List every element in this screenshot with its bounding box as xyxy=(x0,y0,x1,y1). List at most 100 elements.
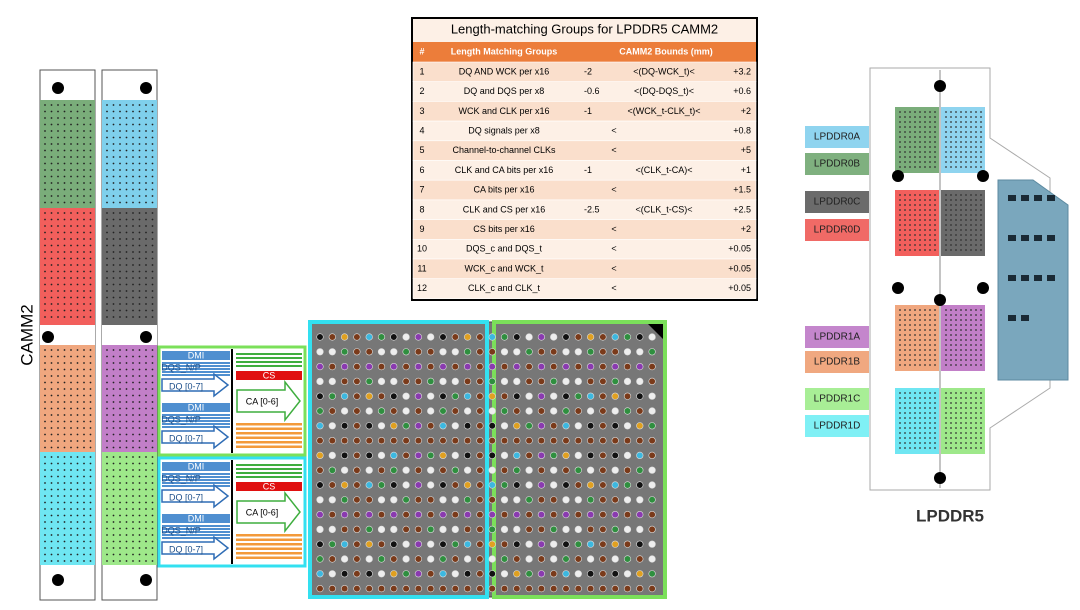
ball xyxy=(611,407,619,415)
dot xyxy=(76,407,79,410)
dot xyxy=(50,469,53,471)
ball xyxy=(562,481,570,489)
ball xyxy=(390,407,398,415)
ball xyxy=(365,481,373,489)
dot xyxy=(112,349,115,351)
lpddr-label-box xyxy=(805,388,869,410)
dot xyxy=(138,433,141,436)
dot xyxy=(125,296,128,299)
dot xyxy=(955,204,957,206)
dot xyxy=(112,381,115,384)
dot xyxy=(909,344,911,346)
dot xyxy=(138,303,141,305)
dot xyxy=(960,116,962,118)
dot xyxy=(919,199,921,201)
ball xyxy=(500,377,509,386)
ball xyxy=(648,540,656,548)
dot xyxy=(83,110,85,113)
ball xyxy=(599,570,607,578)
dot xyxy=(975,402,977,404)
dot xyxy=(934,199,936,201)
dot xyxy=(132,355,134,358)
dot xyxy=(950,432,952,434)
dot xyxy=(76,143,79,145)
camm-segment xyxy=(102,100,157,208)
dot xyxy=(70,407,72,410)
dot xyxy=(924,161,926,163)
dot xyxy=(138,149,141,152)
dot xyxy=(57,182,59,184)
dot xyxy=(50,188,53,191)
dot xyxy=(945,329,947,331)
dot xyxy=(145,501,147,504)
dot xyxy=(151,143,154,145)
dot xyxy=(919,427,921,429)
dot xyxy=(945,116,947,118)
ball xyxy=(377,377,386,386)
ball xyxy=(525,555,533,563)
ball xyxy=(328,496,336,504)
ball xyxy=(550,392,558,400)
ball xyxy=(500,496,509,504)
dot xyxy=(44,527,46,530)
ball xyxy=(341,437,349,445)
dot xyxy=(909,437,911,439)
dot xyxy=(909,397,911,399)
dot xyxy=(119,296,121,299)
ball xyxy=(636,422,644,430)
dot xyxy=(50,156,53,158)
dot xyxy=(914,131,916,133)
dot xyxy=(112,270,115,273)
dot xyxy=(63,362,66,364)
ball xyxy=(464,392,472,400)
ball xyxy=(414,333,423,341)
dot xyxy=(70,420,72,423)
dot xyxy=(57,283,59,286)
dot xyxy=(57,475,59,478)
dot xyxy=(83,231,85,234)
dot xyxy=(70,201,72,204)
dot xyxy=(83,508,85,510)
dot xyxy=(119,475,121,478)
dot xyxy=(929,234,931,236)
dot xyxy=(945,447,947,449)
dot xyxy=(909,156,911,158)
dot xyxy=(904,339,906,341)
dot xyxy=(83,495,85,497)
row-expr: <(DQ-DQS_t)< xyxy=(634,86,694,96)
ball xyxy=(513,481,521,489)
dot xyxy=(965,194,967,196)
dot xyxy=(112,244,115,247)
dot xyxy=(50,169,53,171)
ball xyxy=(439,333,447,341)
ball xyxy=(513,422,521,430)
dot xyxy=(929,334,931,336)
dot xyxy=(106,257,108,260)
dot xyxy=(950,427,952,429)
ball xyxy=(402,525,410,534)
dot xyxy=(950,319,952,321)
dot xyxy=(83,277,85,279)
dot xyxy=(965,199,967,201)
dot xyxy=(899,249,901,251)
dot xyxy=(145,381,147,384)
dot xyxy=(70,388,72,390)
dot xyxy=(965,204,967,206)
ball xyxy=(353,333,361,341)
dot xyxy=(76,501,79,504)
dot xyxy=(975,412,977,414)
dot xyxy=(914,151,916,153)
dot xyxy=(63,482,66,484)
dot xyxy=(980,229,982,231)
dot xyxy=(57,446,59,449)
dot xyxy=(945,354,947,356)
dot xyxy=(899,422,901,424)
ball xyxy=(316,437,324,445)
dot xyxy=(76,277,79,279)
table-header: Length Matching Groups xyxy=(451,46,558,56)
dot xyxy=(119,521,121,523)
dot xyxy=(44,130,46,132)
dot xyxy=(975,151,977,153)
dot xyxy=(980,161,982,163)
ball xyxy=(377,451,386,460)
